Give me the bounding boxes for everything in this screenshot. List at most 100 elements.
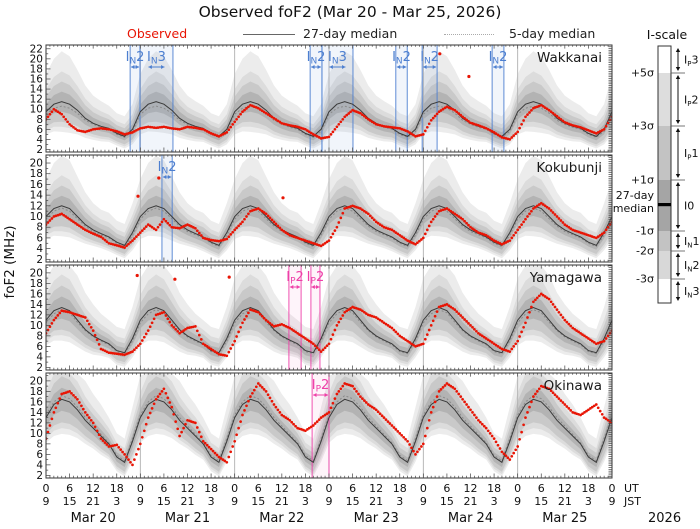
jst-tick-label: 15 (251, 495, 265, 508)
y-tick-label: 14 (30, 299, 44, 311)
y-tick-label: 20 (30, 53, 43, 65)
panel-ticks (45, 155, 613, 262)
iscale-median-label: 27-day (616, 189, 655, 202)
y-tick-label: 16 (30, 73, 44, 85)
ut-tick-label: 18 (487, 482, 501, 495)
iscale-sigma-label: +1σ (631, 174, 654, 187)
observed-outlier-dot (281, 196, 285, 200)
jst-tick-label: 9 (326, 495, 333, 508)
median5-line (46, 105, 612, 138)
svg-text:IN2: IN2 (158, 160, 177, 177)
y-tick-label: 6 (36, 341, 43, 353)
date-label: Mar 24 (448, 511, 493, 526)
observed-dots (46, 273, 612, 358)
y-tick-label: 4 (36, 459, 43, 471)
jst-tick-label: 3 (585, 495, 592, 508)
median5-line (46, 207, 612, 248)
jst-tick-label: 3 (491, 495, 498, 508)
ut-tick-label: 0 (43, 482, 50, 495)
y-tick-label: 12 (30, 309, 43, 321)
observed-outlier-dot (467, 74, 471, 79)
ut-tick-label: 12 (558, 482, 572, 495)
observed-outlier-dot (227, 275, 231, 279)
median27-line (46, 205, 612, 247)
jst-tick-label: 21 (464, 495, 478, 508)
y-tick-label: 16 (30, 396, 44, 408)
iscale-sigma-label: +5σ (631, 67, 654, 80)
observed-outlier-dot (157, 176, 161, 180)
event-ip2-marker: IP2 (286, 265, 304, 370)
y-tick-label: 18 (30, 63, 43, 75)
jst-tick-label: 15 (157, 495, 171, 508)
ut-tick-label: 6 (66, 482, 73, 495)
iscale-segment (658, 231, 671, 251)
svg-text:IP2: IP2 (684, 94, 698, 109)
station-label-yamagawa: Yamagawa (529, 270, 602, 286)
jst-tick-label: 9 (231, 495, 238, 508)
ut-tick-label: 18 (581, 482, 595, 495)
station-label-kokubunji: Kokubunji (536, 160, 602, 176)
svg-text:IP3: IP3 (684, 54, 698, 69)
y-tick-label: 8 (36, 438, 43, 450)
y-tick-label: 12 (30, 94, 43, 106)
svg-text:IP2: IP2 (286, 270, 304, 287)
jst-tick-label: 15 (440, 495, 454, 508)
panel-ticks (45, 373, 613, 478)
y-tick-label: 6 (36, 449, 43, 461)
y-tick-label: 12 (30, 417, 43, 429)
iscale-sigma-label: -3σ (636, 273, 654, 286)
iscale-median-label: median (613, 202, 654, 215)
ut-tick-label: 0 (231, 482, 238, 495)
median5-line (46, 395, 612, 462)
ut-axis-suffix: UT (624, 482, 639, 495)
panel-ticks (45, 265, 613, 370)
panel-wakkanai: IN2IN3IN2IN3IN2IN2IN2246810121416182022W… (30, 43, 613, 156)
ut-tick-label: 12 (181, 482, 195, 495)
ut-tick-label: 0 (326, 482, 333, 495)
y-tick-label: 18 (30, 386, 43, 398)
ut-tick-label: 6 (538, 482, 545, 495)
ut-tick-label: 18 (393, 482, 407, 495)
event-in3-marker: IN3 (321, 45, 354, 152)
y-tick-label: 10 (30, 320, 43, 332)
jst-tick-label: 9 (137, 495, 144, 508)
iscale-sigma-label: +3σ (631, 120, 654, 133)
y-tick-label: 4 (36, 351, 43, 363)
y-tick-label: 20 (30, 158, 43, 170)
y-tick-label: 14 (30, 407, 44, 419)
observed-dots (46, 382, 612, 467)
y-tick-label: 20 (30, 267, 43, 279)
observed-dots (46, 176, 612, 249)
y-tick-label: 14 (30, 84, 44, 96)
svg-text:IN2: IN2 (392, 50, 411, 67)
y-tick-label: 2 (36, 362, 43, 374)
jst-tick-label: 21 (558, 495, 572, 508)
y-axis-title: foF2 (MHz) (2, 225, 18, 298)
observed-outlier-dot (136, 194, 140, 198)
svg-text:IN2: IN2 (420, 50, 439, 67)
observed-outlier-dot (173, 277, 177, 281)
jst-tick-label: 21 (86, 495, 100, 508)
jst-tick-label: 3 (208, 495, 215, 508)
y-tick-label: 10 (30, 211, 43, 223)
svg-text:IN3: IN3 (147, 50, 166, 67)
svg-text:IP1: IP1 (684, 147, 698, 162)
iscale-median-tick (658, 203, 671, 207)
legend-observed: Observed (127, 26, 188, 41)
iscale-title: I-scale (646, 27, 688, 42)
ut-tick-label: 18 (298, 482, 312, 495)
median27-line (46, 101, 612, 137)
y-tick-label: 8 (36, 114, 43, 126)
y-tick-label: 14 (30, 190, 44, 202)
observed-outlier-dot (135, 273, 139, 278)
jst-tick-label: 15 (534, 495, 548, 508)
y-tick-label: 6 (36, 232, 43, 244)
ut-tick-label: 0 (420, 482, 427, 495)
event-in2-marker: IN2 (158, 155, 177, 262)
jst-tick-label: 15 (63, 495, 77, 508)
y-tick-label: 2 (36, 254, 43, 266)
iscale-segment (658, 46, 671, 73)
y-tick-label: 18 (30, 168, 43, 180)
